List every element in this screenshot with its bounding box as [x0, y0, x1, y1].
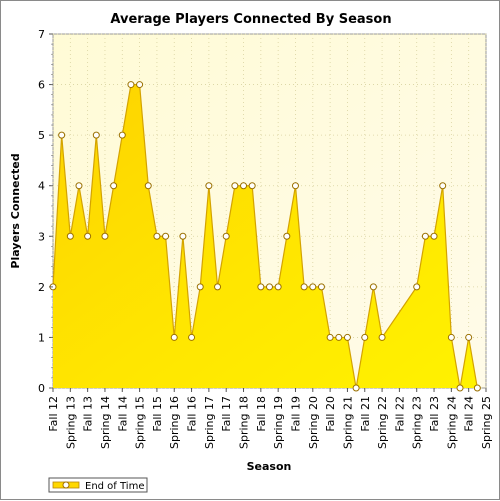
x-tick-label: Spring 25 [480, 396, 493, 449]
x-tick-label: Spring 20 [307, 396, 320, 449]
data-point [291, 182, 299, 190]
data-point [205, 182, 213, 190]
x-tick-label: Spring 16 [168, 396, 181, 449]
y-tick-label: 1 [38, 331, 45, 344]
data-point [58, 131, 66, 139]
x-tick-label: Spring 17 [203, 396, 216, 449]
data-point [473, 384, 481, 392]
x-tick-label: Fall 18 [255, 396, 268, 432]
x-tick-label: Spring 23 [411, 396, 424, 449]
data-point [136, 81, 144, 89]
data-point [257, 283, 265, 291]
data-point [66, 232, 74, 240]
x-tick-label: Fall 19 [289, 396, 302, 432]
legend-label: End of Time [85, 481, 144, 492]
data-point [283, 232, 291, 240]
y-tick-label: 7 [38, 28, 45, 41]
data-point [240, 182, 248, 190]
data-point [127, 81, 135, 89]
x-tick-label: Fall 21 [359, 396, 372, 432]
x-axis-title: Season [247, 460, 292, 473]
x-tick-label: Fall 14 [116, 396, 129, 432]
y-tick-label: 6 [38, 79, 45, 92]
data-point [326, 333, 334, 341]
data-point [118, 131, 126, 139]
y-tick-label: 4 [38, 180, 45, 193]
data-point [300, 283, 308, 291]
data-point [465, 333, 473, 341]
y-axis: 0 1 2 3 4 5 6 7 [38, 28, 53, 395]
data-point [361, 333, 369, 341]
legend-marker [62, 481, 70, 489]
x-tick-label: Spring 15 [134, 396, 147, 449]
data-point [352, 384, 360, 392]
x-tick-label: Fall 15 [151, 396, 164, 432]
x-tick-label: Fall 13 [82, 396, 95, 432]
data-point [447, 333, 455, 341]
x-tick-label: Fall 23 [428, 396, 441, 432]
data-point [144, 182, 152, 190]
y-axis-title: Players Connected [9, 153, 22, 268]
x-tick-label: Spring 13 [64, 396, 77, 449]
x-tick-label: Fall 20 [324, 396, 337, 432]
data-point [274, 283, 282, 291]
data-point [378, 333, 386, 341]
data-point [369, 283, 377, 291]
x-tick-label: Fall 22 [393, 396, 406, 432]
data-point [317, 283, 325, 291]
data-point [84, 232, 92, 240]
data-point [309, 283, 317, 291]
data-point [92, 131, 100, 139]
data-point [179, 232, 187, 240]
x-tick-label: Fall 16 [186, 396, 199, 432]
data-point [231, 182, 239, 190]
x-tick-label: Spring 24 [445, 396, 458, 449]
data-point [214, 283, 222, 291]
x-tick-label: Spring 14 [99, 396, 112, 449]
data-point [430, 232, 438, 240]
area-fill [53, 84, 478, 389]
x-tick-label: Fall 24 [463, 396, 476, 432]
x-axis: Fall 12 Spring 13 Fall 13 Spring 14 Fall 14 S… [47, 388, 493, 449]
data-point [153, 232, 161, 240]
x-tick-label: Spring 22 [376, 396, 389, 449]
y-tick-label: 2 [38, 281, 45, 294]
data-point [110, 182, 118, 190]
x-tick-label: Fall 12 [47, 396, 60, 432]
data-point [248, 182, 256, 190]
data-point [101, 232, 109, 240]
legend: End of Time [48, 477, 148, 493]
data-point [196, 283, 204, 291]
chart-title: Average Players Connected By Season [110, 12, 391, 27]
data-point [170, 333, 178, 341]
data-point [421, 232, 429, 240]
data-point [413, 283, 421, 291]
data-point [222, 232, 230, 240]
y-tick-label: 0 [38, 382, 45, 395]
data-point [188, 333, 196, 341]
data-point [266, 283, 273, 291]
x-tick-label: Spring 18 [238, 396, 251, 449]
data-point [162, 232, 170, 240]
data-point [343, 333, 351, 341]
data-point [75, 182, 83, 190]
x-tick-label: Fall 17 [220, 396, 233, 432]
data-point [335, 333, 343, 341]
x-tick-label: Spring 21 [341, 396, 354, 449]
y-tick-label: 3 [38, 230, 45, 243]
data-point [439, 182, 447, 190]
y-tick-label: 5 [38, 129, 45, 142]
data-point [456, 384, 464, 392]
x-tick-label: Spring 19 [272, 396, 285, 449]
legend-box [48, 477, 148, 493]
